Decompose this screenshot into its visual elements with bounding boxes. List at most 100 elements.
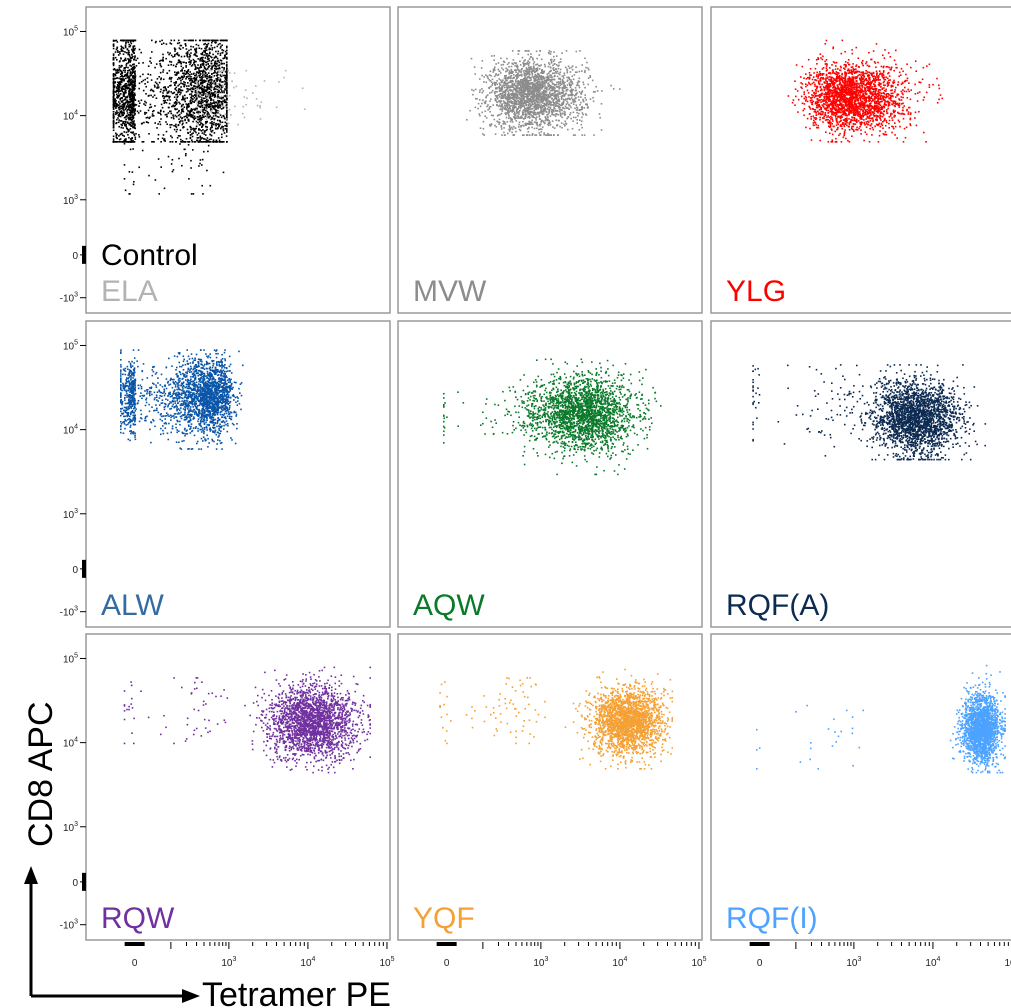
event-point bbox=[132, 45, 135, 47]
event-point bbox=[581, 108, 583, 110]
event-point bbox=[501, 104, 503, 107]
event-point bbox=[135, 104, 138, 106]
event-point bbox=[208, 76, 210, 79]
event-point bbox=[552, 104, 554, 106]
event-point bbox=[186, 116, 188, 118]
event-point bbox=[178, 54, 180, 57]
event-point bbox=[584, 86, 586, 89]
event-point bbox=[205, 106, 208, 108]
event-point bbox=[561, 86, 563, 89]
event-point bbox=[205, 93, 207, 95]
event-point bbox=[196, 105, 199, 108]
event-point bbox=[200, 47, 203, 50]
event-point bbox=[112, 47, 115, 50]
event-point bbox=[121, 132, 123, 135]
event-point bbox=[575, 89, 578, 92]
event-point bbox=[127, 117, 130, 119]
event-point bbox=[129, 128, 132, 130]
event-point bbox=[203, 79, 205, 82]
event-point bbox=[555, 102, 558, 104]
event-point bbox=[147, 73, 149, 75]
event-point bbox=[514, 65, 516, 67]
event-point bbox=[517, 50, 520, 52]
event-point bbox=[210, 110, 212, 113]
event-point bbox=[520, 90, 523, 93]
event-point bbox=[190, 73, 193, 75]
event-point bbox=[231, 80, 233, 82]
event-point bbox=[511, 72, 514, 74]
event-point bbox=[157, 158, 160, 160]
event-point bbox=[207, 66, 210, 68]
event-point bbox=[550, 103, 552, 106]
event-point bbox=[553, 94, 556, 96]
event-point bbox=[489, 111, 491, 113]
event-point bbox=[214, 82, 217, 84]
event-point bbox=[187, 70, 189, 72]
event-point bbox=[519, 80, 522, 82]
event-point bbox=[165, 57, 167, 60]
event-point bbox=[474, 106, 477, 109]
event-point bbox=[190, 65, 193, 67]
event-point bbox=[548, 88, 550, 91]
event-point bbox=[506, 97, 508, 99]
event-point bbox=[169, 52, 171, 54]
event-point bbox=[174, 73, 177, 76]
event-point bbox=[184, 100, 186, 103]
event-point bbox=[194, 93, 196, 96]
event-point bbox=[513, 101, 516, 103]
event-point bbox=[536, 63, 539, 65]
event-point bbox=[505, 84, 508, 87]
event-point bbox=[123, 59, 125, 62]
event-point bbox=[217, 52, 219, 55]
event-point bbox=[535, 79, 538, 81]
event-point bbox=[118, 115, 120, 117]
event-point bbox=[520, 79, 522, 81]
event-point bbox=[192, 58, 195, 61]
event-point bbox=[530, 81, 533, 84]
event-point bbox=[154, 179, 157, 181]
event-point bbox=[211, 39, 213, 42]
event-point bbox=[538, 132, 541, 134]
event-point bbox=[199, 135, 202, 138]
event-point bbox=[543, 107, 545, 110]
event-point bbox=[134, 76, 136, 79]
event-point bbox=[568, 77, 570, 79]
event-point bbox=[217, 127, 219, 129]
event-point bbox=[205, 125, 207, 128]
event-point bbox=[189, 63, 191, 66]
event-point bbox=[529, 117, 531, 119]
event-point bbox=[519, 60, 521, 63]
event-point bbox=[121, 141, 123, 143]
event-point bbox=[539, 118, 541, 120]
event-point bbox=[219, 104, 221, 106]
event-point bbox=[168, 90, 170, 93]
event-point bbox=[512, 83, 514, 85]
event-point bbox=[133, 89, 135, 91]
event-point bbox=[512, 91, 514, 93]
event-point bbox=[508, 73, 510, 75]
event-point bbox=[206, 93, 209, 95]
event-point bbox=[205, 101, 208, 103]
event-point bbox=[134, 110, 136, 113]
event-point bbox=[214, 108, 216, 110]
event-point bbox=[507, 92, 510, 95]
event-point bbox=[112, 141, 115, 143]
event-point bbox=[555, 64, 558, 66]
event-point bbox=[501, 110, 504, 112]
event-point bbox=[215, 41, 217, 44]
event-point bbox=[195, 77, 197, 79]
event-point bbox=[554, 90, 556, 93]
event-point bbox=[194, 128, 196, 130]
event-point bbox=[112, 106, 115, 109]
event-point bbox=[175, 126, 178, 128]
event-point bbox=[145, 117, 148, 119]
event-point bbox=[536, 80, 539, 83]
event-point bbox=[547, 100, 549, 103]
event-point bbox=[513, 92, 515, 95]
event-point bbox=[523, 109, 525, 111]
event-point bbox=[547, 76, 550, 79]
event-point bbox=[199, 139, 201, 142]
event-point bbox=[134, 136, 137, 139]
event-point bbox=[259, 105, 261, 107]
event-point bbox=[201, 126, 203, 128]
